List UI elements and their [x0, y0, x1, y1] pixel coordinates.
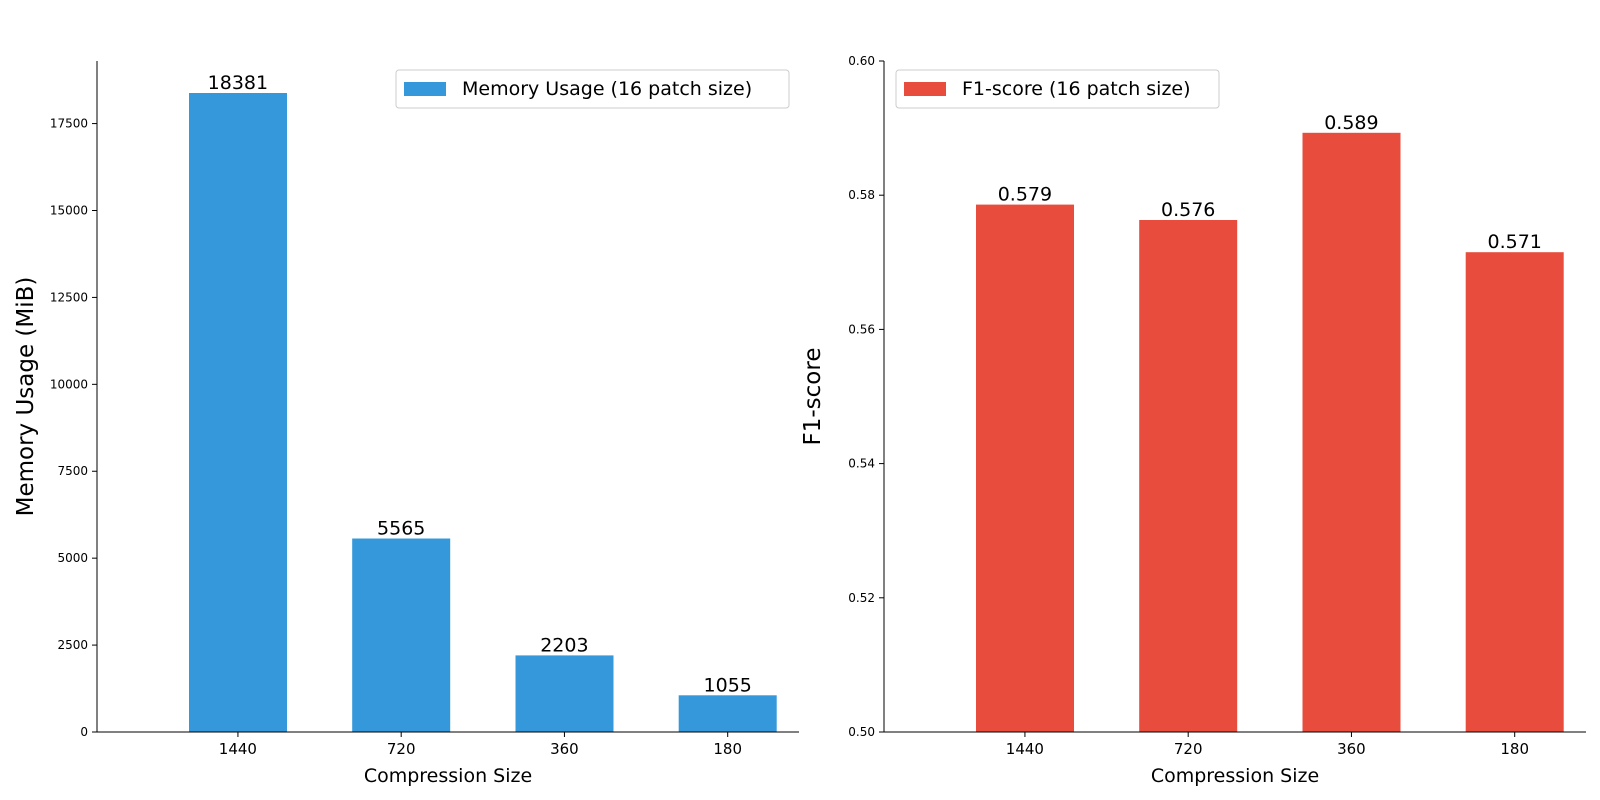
bar-value-label: 0.576 — [1161, 199, 1215, 221]
x-tick-label: 180 — [713, 740, 742, 758]
bar — [1302, 132, 1401, 733]
x-axis-title: Compression Size — [364, 765, 532, 787]
bar — [352, 538, 451, 732]
legend-label: F1-score (16 patch size) — [962, 78, 1191, 100]
y-tick-label: 0.50 — [848, 725, 875, 739]
legend-swatch — [904, 82, 946, 96]
x-tick-label: 1440 — [219, 740, 257, 758]
legend: F1-score (16 patch size) — [895, 69, 1220, 109]
bar — [1465, 252, 1564, 732]
y-tick-label: 12500 — [50, 290, 88, 304]
y-axis-title: Memory Usage (MiB) — [13, 277, 39, 517]
bar-value-label: 0.579 — [998, 184, 1052, 206]
y-tick-label: 0.60 — [848, 54, 875, 68]
y-tick-label: 0.58 — [848, 188, 875, 202]
x-axis-title: Compression Size — [1151, 765, 1319, 787]
bar-value-label: 5565 — [377, 518, 425, 540]
bar-value-label: 2203 — [540, 634, 588, 656]
y-tick-label: 7500 — [57, 464, 88, 478]
x-tick-label: 1440 — [1006, 740, 1044, 758]
x-tick-label: 360 — [1337, 740, 1366, 758]
bar-value-label: 0.571 — [1487, 231, 1541, 253]
y-tick-label: 0 — [80, 725, 88, 739]
x-tick-label: 360 — [550, 740, 579, 758]
y-tick-label: 17500 — [50, 117, 88, 131]
memory-usage-chart: 18381 1440 5565 720 2203 360 1055 180 0 2500 5000 7… — [13, 61, 799, 787]
legend-label: Memory Usage (16 patch size) — [462, 78, 752, 100]
y-axis-title: F1-score — [800, 348, 826, 446]
legend-swatch — [404, 82, 446, 96]
legend-box — [895, 69, 1220, 109]
legend-box — [395, 69, 790, 109]
y-tick-label: 15000 — [50, 203, 88, 217]
y-tick-label: 10000 — [50, 377, 88, 391]
y-tick-label: 0.52 — [848, 591, 875, 605]
legend: Memory Usage (16 patch size) — [395, 69, 790, 109]
bar-value-label: 1055 — [704, 674, 752, 696]
bar-value-label: 18381 — [208, 72, 268, 94]
x-tick-label: 720 — [387, 740, 416, 758]
bar — [189, 93, 287, 732]
bar-value-label: 0.589 — [1324, 112, 1378, 134]
x-tick-label: 720 — [1174, 740, 1203, 758]
bar — [1139, 220, 1238, 732]
x-tick-label: 180 — [1500, 740, 1529, 758]
y-tick-label: 0.54 — [848, 457, 875, 471]
y-tick-label: 5000 — [57, 551, 88, 565]
f1-score-chart: 0.579 1440 0.576 720 0.589 360 0.571 180 0.50 0.5… — [800, 54, 1586, 787]
bar — [515, 655, 614, 732]
bar — [678, 695, 777, 732]
bar — [976, 204, 1074, 733]
y-tick-label: 0.56 — [848, 322, 875, 336]
y-tick-label: 2500 — [57, 638, 88, 652]
